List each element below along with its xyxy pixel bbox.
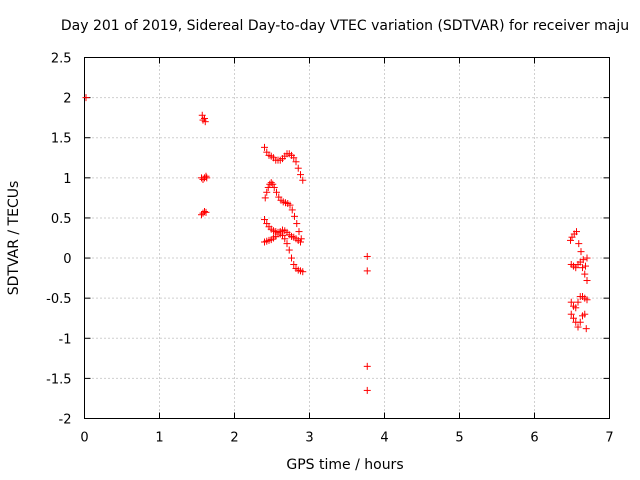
data-point <box>283 240 291 248</box>
y-tick-label: 0 <box>63 252 71 267</box>
data-point <box>574 298 582 306</box>
y-tick-label: -1 <box>59 332 72 347</box>
data-point <box>299 176 307 184</box>
x-tick-label: 3 <box>305 431 313 446</box>
data-point <box>363 267 371 275</box>
data-point <box>567 298 575 306</box>
data-point <box>363 362 371 370</box>
data-point <box>576 258 584 266</box>
x-tick-label: 5 <box>455 431 463 446</box>
data-point <box>261 143 268 151</box>
data-point <box>263 188 271 196</box>
data-point <box>199 175 207 183</box>
plot-frame <box>84 57 610 419</box>
data-points <box>82 94 591 394</box>
data-point <box>288 254 295 262</box>
data-point <box>293 220 301 228</box>
data-point <box>572 304 580 312</box>
data-point <box>285 246 293 254</box>
data-point <box>270 183 278 191</box>
data-point <box>295 228 303 236</box>
y-tick-label: 0.5 <box>51 212 72 227</box>
data-point <box>267 179 275 187</box>
data-point <box>294 164 302 172</box>
data-point <box>576 318 584 326</box>
data-point <box>581 270 589 278</box>
data-point <box>264 183 272 191</box>
data-point <box>273 188 280 196</box>
y-tick-label: -2 <box>59 413 72 428</box>
y-tick-label: 2.5 <box>51 52 72 67</box>
data-point <box>201 118 209 126</box>
data-point <box>577 248 585 256</box>
grid <box>84 57 610 419</box>
data-point <box>291 212 298 220</box>
data-point <box>567 310 575 318</box>
data-point <box>583 277 591 285</box>
data-point <box>290 260 298 268</box>
data-point <box>570 314 577 322</box>
data-point <box>299 268 307 276</box>
data-point <box>269 180 277 188</box>
data-point <box>261 194 269 202</box>
data-point <box>573 228 580 236</box>
y-tick-label: 1.5 <box>51 132 72 147</box>
data-point <box>203 174 211 182</box>
y-tick-label: -0.5 <box>46 292 71 307</box>
data-point <box>363 252 371 260</box>
data-point <box>583 296 591 304</box>
data-point <box>581 310 589 318</box>
data-point <box>579 264 586 272</box>
data-point <box>198 211 205 219</box>
data-point <box>297 171 304 179</box>
y-tick-label: -1.5 <box>46 372 71 387</box>
data-point <box>261 216 268 224</box>
data-point <box>575 240 583 248</box>
x-tick-label: 4 <box>380 431 388 446</box>
x-tick-label: 0 <box>80 431 88 446</box>
x-tick-label: 2 <box>230 431 238 446</box>
data-point <box>582 325 590 333</box>
data-point <box>82 94 90 102</box>
chart-title: Day 201 of 2019, Sidereal Day-to-day VTE… <box>60 18 630 34</box>
axis-ticks: 0 1 2 3 4 5 6 7 -2 -1.5 -1 -0.5 0 0.5 1 1.5 2 2.5 <box>46 52 614 446</box>
y-tick-label: 2 <box>63 92 71 107</box>
data-point <box>292 158 300 166</box>
data-point <box>199 209 207 217</box>
data-point <box>288 206 296 214</box>
data-point <box>286 201 294 209</box>
data-point <box>567 236 574 244</box>
x-tick-label: 7 <box>605 431 613 446</box>
x-tick-label: 6 <box>530 431 538 446</box>
data-point <box>297 238 304 246</box>
data-point <box>363 386 371 394</box>
data-point <box>582 262 589 270</box>
data-point <box>201 114 208 122</box>
data-point <box>583 254 591 262</box>
x-tick-label: 1 <box>155 431 163 446</box>
y-tick-label: 1 <box>63 172 71 187</box>
data-point <box>202 208 210 216</box>
data-point <box>202 172 210 180</box>
data-point <box>281 235 289 243</box>
data-point <box>574 323 582 331</box>
x-axis-label: GPS time / hours <box>286 457 404 473</box>
data-point <box>201 208 208 216</box>
data-point <box>290 154 298 162</box>
